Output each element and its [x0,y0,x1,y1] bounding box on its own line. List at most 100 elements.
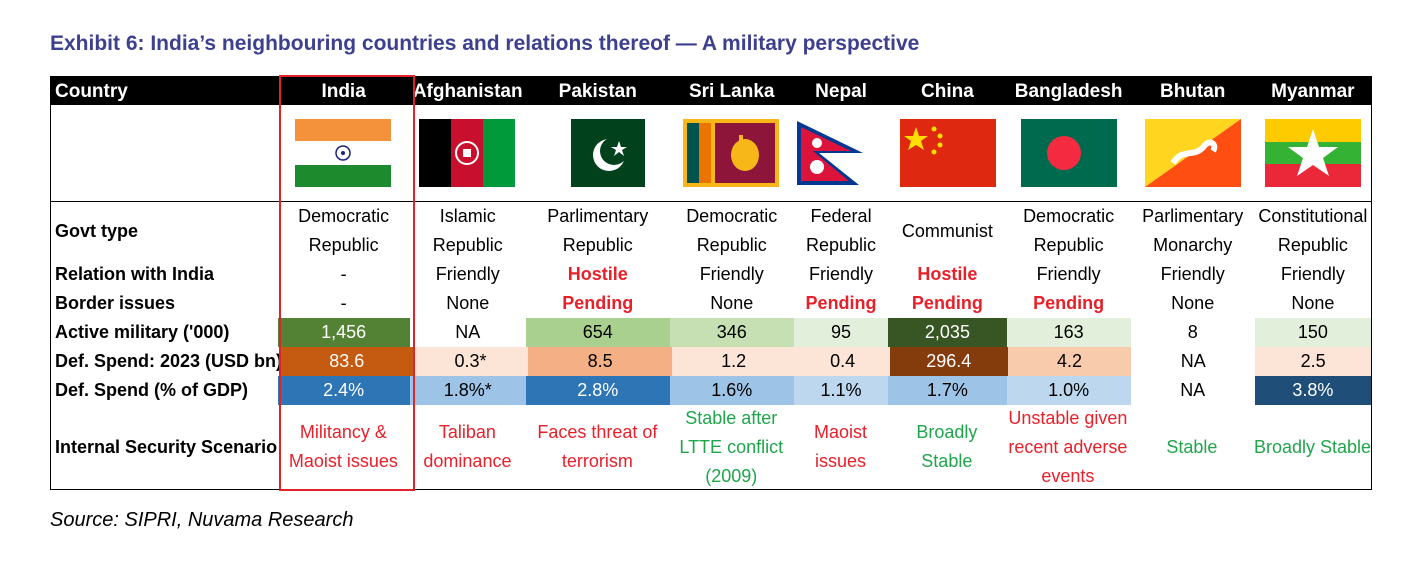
relation-pakistan: Hostile [567,264,628,284]
def-spend-gdp-label: Def. Spend (% of GDP) [55,380,248,400]
def-spend-gdp-row: Def. Spend (% of GDP) 2.4% 1.8%* 2.8% 1.6% 1.… [51,376,1371,405]
relation-nepal: Friendly [809,264,874,284]
relation-india: - [340,264,347,284]
security-line: Broadly Stable [1253,436,1372,457]
header-china: China [921,80,974,102]
border-bhutan: None [1171,293,1215,313]
govt-type-line: Republic [1033,235,1104,255]
active-military-row: Active military ('000) 1,456 NA 654 346 95 2,0… [51,318,1371,347]
active-military-bangladesh: 163 [1006,318,1131,347]
flag-bangladesh-icon [1020,119,1117,187]
relation-china: Hostile [917,264,978,284]
relation-sri-lanka: Friendly [699,264,764,284]
govt-type-line: Democratic [298,206,390,226]
header-india: India [321,80,366,102]
border-sri-lanka: None [710,293,754,313]
govt-type-row: Govt type Democratic Republic Islamic Republ… [51,202,1371,260]
flag-cell-bhutan [1131,105,1255,201]
govt-type-line: Parlimentary [547,206,649,226]
security-afghanistan: Taliban dominance [409,405,525,489]
govt-type-line: Democratic [1023,206,1115,226]
border-bangladesh: Pending [1033,293,1105,313]
def-spend-china: 296.4 [889,347,1008,376]
active-military-pakistan: 654 [525,318,670,347]
security-pakistan: Faces threat of terrorism [526,405,670,489]
security-line: Unstable given [1008,407,1128,428]
border-india: - [340,293,347,313]
security-line: events [1041,465,1095,486]
govt-type-label: Govt type [55,220,139,241]
security-line: Stable [1166,436,1218,457]
flag-cell-india [277,105,409,201]
security-myanmar: Broadly Stable [1254,405,1371,489]
border-pakistan: Pending [562,293,634,313]
security-bangladesh: Unstable given recent adverse events [1006,405,1130,489]
relation-afghanistan: Friendly [435,264,500,284]
def-spend-myanmar: 2.5 [1255,347,1372,376]
def-spend-gdp-pakistan: 2.8% [525,376,670,405]
govt-type-line: Parlimentary [1142,206,1244,226]
govt-type-afghanistan: Islamic Republic [410,202,526,260]
govt-type-line: Republic [696,235,767,255]
def-spend-gdp-nepal: 1.1% [793,376,889,405]
active-military-bhutan: 8 [1130,318,1255,347]
govt-type-line: Republic [1277,235,1348,255]
def-spend-row: Def. Spend: 2023 (USD bn) 83.6 0.3* 8.5 1.2 0… [51,347,1372,376]
comparison-table: Country India Afghanistan Pakistan Sri Lanka… [50,76,1372,490]
flag-sri-lanka-icon [682,119,779,187]
flag-china-icon [899,119,996,187]
security-line: LTTE conflict [679,436,784,457]
flag-cell-afghanistan [409,105,525,201]
security-sri-lanka: Stable after LTTE conflict (2009) [669,405,793,489]
govt-type-line: Communist [901,220,993,241]
def-spend-afghanistan: 0.3* [412,347,529,376]
govt-type-line: Monarchy [1153,235,1233,255]
header-pakistan: Pakistan [558,80,637,102]
row-divider [51,201,1371,202]
security-india: Militancy & Maoist issues [277,405,409,489]
header-bangladesh: Bangladesh [1014,80,1123,102]
header-nepal: Nepal [815,80,867,102]
govt-type-india: Democratic Republic [278,202,410,260]
def-spend-gdp-india: 2.4% [277,376,410,405]
security-china: Broadly Stable [888,405,1006,489]
def-spend-gdp-myanmar: 3.8% [1254,376,1371,405]
govt-type-line: Republic [806,235,877,255]
active-military-label: Active military ('000) [55,322,230,342]
def-spend-pakistan: 8.5 [528,347,672,376]
govt-type-pakistan: Parlimentary Republic [526,202,670,260]
def-spend-gdp-afghanistan: 1.8%* [409,376,526,405]
border-china: Pending [911,293,983,313]
security-line: Stable after [685,407,778,428]
header-afghanistan: Afghanistan [412,80,523,102]
border-label: Border issues [55,293,176,313]
security-line: recent adverse [1008,436,1128,457]
flag-cell-sri-lanka [669,105,793,201]
security-line: Militancy & [299,422,387,442]
def-spend-sri-lanka: 1.2 [671,347,796,376]
security-bhutan: Stable [1130,405,1254,489]
active-military-india: 1,456 [277,318,410,347]
def-spend-gdp-sri-lanka: 1.6% [669,376,794,405]
security-line: Faces threat of [537,422,658,442]
def-spend-nepal: 0.4 [795,347,890,376]
active-military-myanmar: 150 [1254,318,1371,347]
govt-type-bhutan: Parlimentary Monarchy [1131,202,1255,260]
security-line: Taliban [438,422,496,442]
def-spend-gdp-bangladesh: 1.0% [1006,376,1131,405]
def-spend-gdp-china: 1.7% [888,376,1007,405]
flag-bhutan-icon [1144,119,1241,187]
flag-cell-nepal [793,105,889,201]
flag-nepal-icon [796,121,863,185]
security-line: Maoist issues [288,451,398,471]
header-sri-lanka: Sri Lanka [688,80,775,102]
active-military-afghanistan: NA [409,318,526,347]
flag-afghanistan-icon [419,119,516,187]
border-nepal: Pending [805,293,877,313]
security-line: dominance [423,451,512,471]
india-highlight-box [279,75,415,491]
security-line: Broadly [916,422,978,442]
def-spend-label: Def. Spend: 2023 (USD bn) [55,351,283,371]
security-nepal: Maoist issues [793,405,888,489]
govt-type-nepal: Federal Republic [794,202,889,260]
